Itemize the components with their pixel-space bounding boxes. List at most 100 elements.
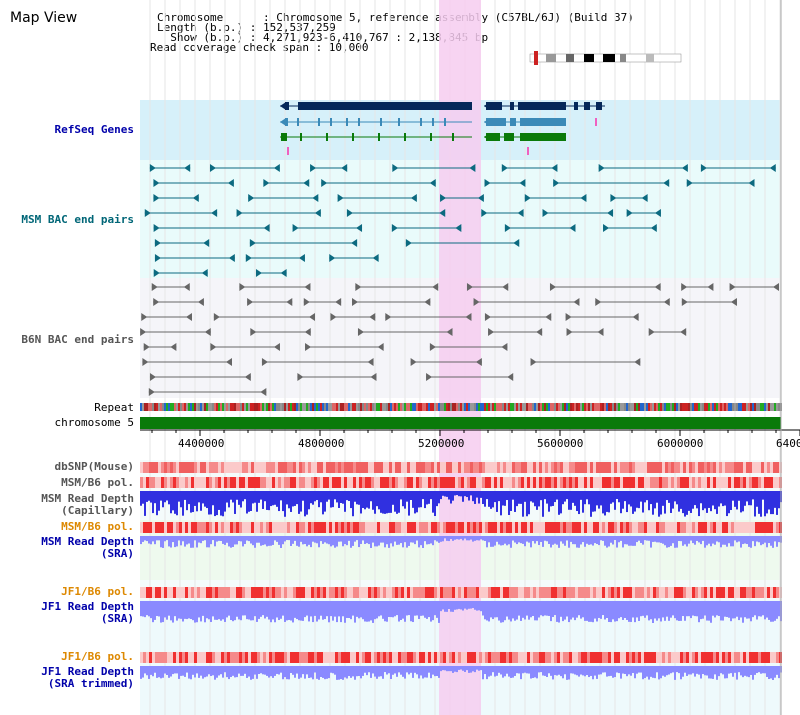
chromosome-ideogram[interactable]	[529, 51, 682, 65]
depth-bar	[588, 491, 590, 505]
track-label-msm-depth-sra[interactable]: MSM Read Depth (SRA)	[41, 535, 134, 560]
bac-end-arrow	[598, 164, 605, 172]
depth-bar	[330, 666, 332, 673]
jf1-b6-pol-track-2[interactable]	[140, 652, 782, 663]
heat-cell	[242, 652, 245, 663]
repeat-element	[310, 403, 312, 411]
heat-cell	[500, 477, 503, 488]
depth-bar	[224, 601, 226, 622]
depth-bar	[154, 601, 156, 620]
track-label-jf1-b6-pol-2[interactable]: JF1/B6 pol.	[61, 650, 134, 663]
repeat-element	[196, 403, 198, 411]
heat-cell	[755, 522, 758, 533]
track-label-jf1-b6-pol-1[interactable]: JF1/B6 pol.	[61, 585, 134, 598]
depth-bar	[378, 491, 380, 510]
track-label-repeat[interactable]: Repeat	[94, 401, 134, 414]
depth-bar	[734, 666, 736, 673]
heat-cell	[344, 477, 347, 488]
depth-bar	[532, 601, 534, 616]
track-label-b6n-bac[interactable]: B6N BAC end pairs	[21, 333, 134, 346]
repeat-element	[434, 403, 436, 411]
chromosome-bar[interactable]	[140, 417, 781, 429]
repeat-element	[622, 403, 624, 411]
depth-bar	[608, 666, 610, 677]
heat-cell	[752, 477, 755, 488]
track-label-msm-depth-capillary[interactable]: MSM Read Depth (Capillary)	[41, 492, 134, 517]
heat-cell	[632, 462, 635, 473]
heat-cell	[416, 477, 419, 488]
msm-bac-end-pairs-track[interactable]	[144, 164, 776, 277]
depth-bar	[486, 536, 488, 548]
jf1-b6-pol-track-1[interactable]	[140, 587, 782, 598]
depth-bar	[678, 666, 680, 674]
heat-cell	[770, 652, 773, 663]
heat-cell	[713, 587, 716, 598]
track-label-msm-b6-pol-1[interactable]: MSM/B6 pol.	[61, 476, 134, 489]
track-label-msm-bac[interactable]: MSM BAC end pairs	[21, 213, 134, 226]
track-label-jf1-depth-sra[interactable]: JF1 Read Depth (SRA)	[41, 600, 134, 625]
depth-bar	[502, 491, 504, 506]
depth-bar	[190, 491, 192, 513]
heat-cell	[524, 522, 527, 533]
refseq-genes-track[interactable]	[280, 102, 605, 155]
heat-cell	[734, 587, 737, 598]
depth-bar	[594, 666, 596, 676]
heat-cell	[623, 477, 626, 488]
depth-bar	[272, 536, 274, 545]
msm-read-depth-capillary-track[interactable]	[140, 491, 782, 517]
heat-cell	[377, 587, 380, 598]
depth-bar	[766, 536, 768, 548]
track-label-dbsnp[interactable]: dbSNP(Mouse)	[54, 460, 134, 473]
heat-cell	[734, 652, 737, 663]
b6n-bac-end-pairs-track[interactable]	[140, 283, 779, 396]
dbsnp-track[interactable]	[140, 462, 782, 473]
heat-cell	[605, 587, 608, 598]
heat-cell	[704, 522, 707, 533]
depth-bar	[254, 491, 256, 503]
msm-b6-pol-track-1[interactable]	[140, 477, 782, 488]
depth-bar	[236, 491, 238, 500]
depth-bar	[528, 601, 530, 620]
heat-cell	[188, 587, 191, 598]
repeat-element	[726, 403, 728, 411]
repeat-element	[712, 403, 714, 411]
track-label-refseq[interactable]: RefSeq Genes	[54, 123, 134, 136]
depth-bar	[420, 491, 422, 508]
depth-bar	[286, 536, 288, 541]
msm-read-depth-sra-track[interactable]	[140, 536, 782, 548]
depth-bar	[632, 536, 634, 546]
heat-cell	[416, 462, 419, 473]
heat-cell	[173, 652, 176, 663]
heat-cell	[473, 522, 476, 533]
depth-bar	[424, 666, 426, 678]
repeat-element	[416, 403, 418, 411]
heat-cell	[200, 587, 203, 598]
heat-cell	[338, 587, 341, 598]
heat-cell	[143, 652, 146, 663]
heat-cell	[428, 522, 431, 533]
heat-cell	[140, 477, 143, 488]
depth-bar	[520, 536, 522, 544]
repeat-track[interactable]	[140, 403, 782, 411]
track-label-chromosome[interactable]: chromosome 5	[54, 416, 134, 429]
heat-cell	[401, 477, 404, 488]
bac-end-arrow	[192, 194, 199, 202]
heat-cell	[329, 477, 332, 488]
depth-bar	[308, 601, 310, 622]
repeat-element	[458, 403, 460, 411]
depth-bar	[338, 536, 340, 542]
heat-cell	[221, 462, 224, 473]
track-label-msm-b6-pol-2[interactable]: MSM/B6 pol.	[61, 520, 134, 533]
msm-b6-pol-track-2[interactable]	[140, 522, 782, 533]
heat-cell	[659, 522, 662, 533]
track-label-jf1-depth-trimmed[interactable]: JF1 Read Depth (SRA trimmed)	[41, 665, 134, 690]
repeat-element	[484, 403, 486, 411]
depth-bar	[712, 601, 714, 616]
depth-bar	[470, 666, 472, 673]
bac-end-arrow	[501, 343, 508, 351]
depth-bar	[420, 666, 422, 676]
heat-cell	[533, 587, 536, 598]
jf1-read-depth-sra-track[interactable]	[140, 601, 782, 623]
jf1-read-depth-sra-trimmed-track[interactable]	[140, 666, 782, 680]
